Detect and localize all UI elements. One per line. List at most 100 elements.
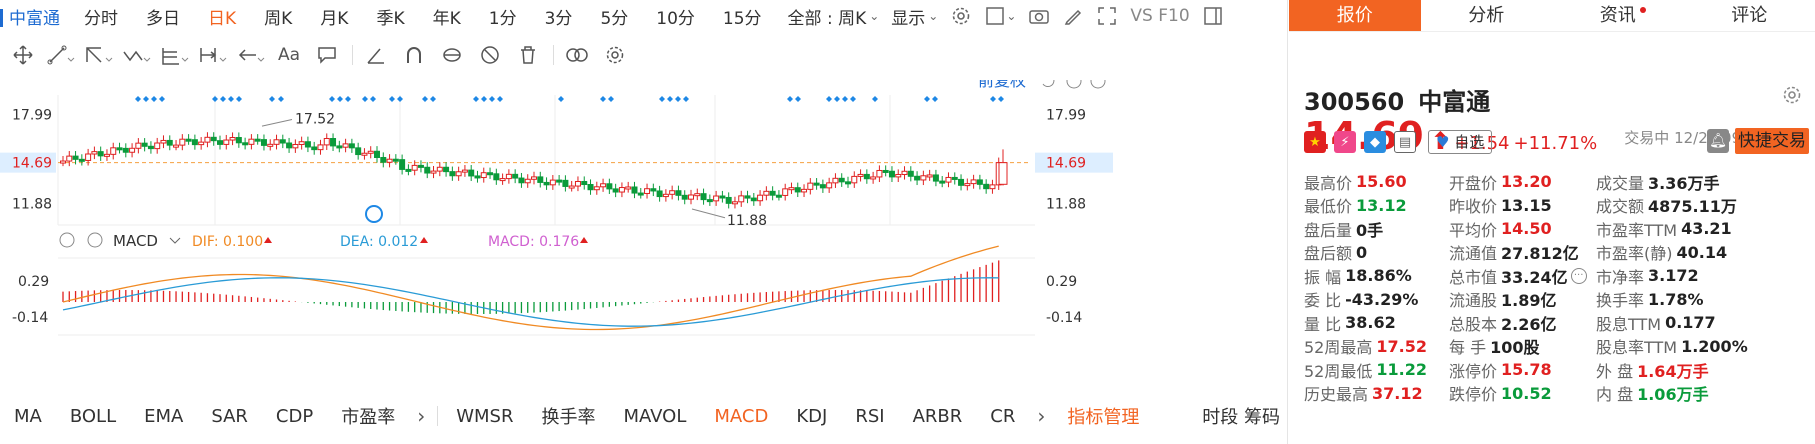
event-marker-icon[interactable] <box>659 96 665 102</box>
event-marker-icon[interactable] <box>159 96 165 102</box>
channel-tool-icon[interactable] <box>84 42 114 68</box>
period-tab[interactable]: 分时 <box>84 8 118 29</box>
event-marker-icon[interactable] <box>143 96 149 102</box>
event-marker-icon[interactable] <box>932 96 938 102</box>
event-marker-icon[interactable] <box>220 96 226 102</box>
kline-svg[interactable]: 前复权 17.99 17.99 14.69 14.69 11.88 11.88 17.52 11… <box>0 71 1288 395</box>
indicator-tab[interactable]: MACD <box>714 405 769 427</box>
event-marker-icon[interactable] <box>329 96 335 102</box>
zoom-out-icon[interactable] <box>1066 73 1082 89</box>
crosshair-move-icon[interactable] <box>8 42 38 68</box>
event-marker-icon[interactable] <box>497 96 503 102</box>
event-marker-icon[interactable] <box>600 96 606 102</box>
fullscreen-icon[interactable] <box>1096 5 1118 27</box>
close-icon[interactable] <box>87 232 103 248</box>
bell-icon[interactable]: 🔔︎ <box>1707 129 1729 153</box>
event-marker-icon[interactable] <box>135 96 141 102</box>
chevron-right-icon[interactable]: › <box>1037 404 1046 428</box>
annotation-at-icon[interactable] <box>365 205 383 223</box>
gear-icon[interactable] <box>1781 84 1803 110</box>
period-tab[interactable]: 季K <box>376 8 405 29</box>
indicator-tab[interactable]: KDJ <box>796 405 828 427</box>
event-marker-icon[interactable] <box>826 96 832 102</box>
document-icon[interactable]: ▤ <box>1394 131 1416 153</box>
event-marker-icon[interactable] <box>236 96 242 102</box>
line-tool-icon[interactable] <box>46 42 76 68</box>
event-marker-icon[interactable] <box>269 96 275 102</box>
event-marker-icon[interactable] <box>337 96 343 102</box>
quick-trade-button[interactable]: 快捷交易 <box>1735 128 1809 154</box>
range-dropdown[interactable]: 全部 : 周K ⌄ <box>788 4 880 29</box>
camera-icon[interactable] <box>1028 5 1050 27</box>
indicator-tab[interactable]: WMSR <box>456 405 514 427</box>
china-flag-icon[interactable]: ★ <box>1304 131 1326 153</box>
right-tab[interactable]: 评论 <box>1684 0 1815 31</box>
indicator-tab[interactable]: EMA <box>144 405 184 427</box>
link-icon[interactable] <box>562 42 592 68</box>
trash-icon[interactable] <box>513 42 543 68</box>
period-tab[interactable]: 年K <box>432 8 461 29</box>
indicator-manage-button[interactable]: 指标管理 <box>1067 407 1140 428</box>
comment-tool-icon[interactable] <box>312 42 342 68</box>
event-marker-icon[interactable] <box>558 96 564 102</box>
pen-icon[interactable] <box>1062 5 1084 27</box>
event-marker-icon[interactable] <box>924 96 930 102</box>
lightning-icon[interactable]: ⚡ <box>1334 131 1356 153</box>
event-marker-icon[interactable] <box>397 96 403 102</box>
event-marker-icon[interactable] <box>872 96 878 102</box>
event-marker-icon[interactable] <box>787 96 793 102</box>
event-marker-icon[interactable] <box>842 96 848 102</box>
adjust-mode-button[interactable]: 前复权 <box>978 71 1026 90</box>
gear-icon[interactable] <box>59 232 75 248</box>
text-tool-icon[interactable]: Aa <box>277 45 301 65</box>
display-dropdown[interactable]: 显示 ⌄ <box>891 4 938 29</box>
indicator-tab[interactable]: CR <box>990 405 1016 427</box>
event-marker-icon[interactable] <box>228 96 234 102</box>
event-marker-icon[interactable] <box>990 96 996 102</box>
stock-name-tab[interactable]: 中富通 <box>0 4 60 29</box>
event-marker-icon[interactable] <box>489 96 495 102</box>
angle-tool-icon[interactable] <box>361 42 391 68</box>
indicator-tab[interactable]: RSI <box>855 405 885 427</box>
right-tab[interactable]: 分析 <box>1421 0 1553 31</box>
event-marker-icon[interactable] <box>683 96 689 102</box>
period-chips-button[interactable]: 时段 筹码 <box>1202 407 1280 428</box>
magnet-icon[interactable] <box>399 42 429 68</box>
event-marker-icon[interactable] <box>667 96 673 102</box>
event-marker-icon[interactable] <box>278 96 284 102</box>
event-marker-icon[interactable] <box>675 96 681 102</box>
fib-tool-icon[interactable] <box>160 42 190 68</box>
indicator-tab[interactable]: ARBR <box>912 405 963 427</box>
event-marker-icon[interactable] <box>370 96 376 102</box>
right-tab[interactable]: 资讯 <box>1552 0 1684 31</box>
indicator-tab[interactable]: MAVOL <box>623 405 687 427</box>
period-tab[interactable]: 日K <box>208 8 237 29</box>
checkbox-icon[interactable] <box>984 5 1006 27</box>
event-marker-icon[interactable] <box>850 96 856 102</box>
reset-icon[interactable] <box>1042 74 1055 88</box>
zoom-in-icon[interactable] <box>1090 73 1106 89</box>
event-marker-icon[interactable] <box>481 96 487 102</box>
event-marker-icon[interactable] <box>834 96 840 102</box>
more-info-icon[interactable]: ··· <box>1570 267 1587 284</box>
indicator-tab[interactable]: 换手率 <box>541 407 596 428</box>
chevron-down-icon[interactable] <box>169 237 181 244</box>
event-marker-icon[interactable] <box>998 96 1004 102</box>
indicator-tab[interactable]: CDP <box>275 405 314 427</box>
hide-drawing-icon[interactable] <box>475 42 505 68</box>
event-marker-icon[interactable] <box>795 96 801 102</box>
wave-tool-icon[interactable] <box>122 42 152 68</box>
arrow-tool-icon[interactable] <box>236 42 266 68</box>
event-marker-icon[interactable] <box>422 96 428 102</box>
event-marker-icon[interactable] <box>389 96 395 102</box>
event-marker-icon[interactable] <box>362 96 368 102</box>
event-marker-icon[interactable] <box>345 96 351 102</box>
lock-drawing-icon[interactable] <box>437 42 467 68</box>
event-marker-icon[interactable] <box>473 96 479 102</box>
drawing-settings-icon[interactable] <box>600 42 630 68</box>
period-tab[interactable]: 5分 <box>600 8 629 29</box>
measure-tool-icon[interactable] <box>198 42 228 68</box>
period-tab[interactable]: 3分 <box>544 8 573 29</box>
add-favorite-button[interactable]: ♥ 自选 <box>1428 130 1493 154</box>
event-marker-icon[interactable] <box>608 96 614 102</box>
